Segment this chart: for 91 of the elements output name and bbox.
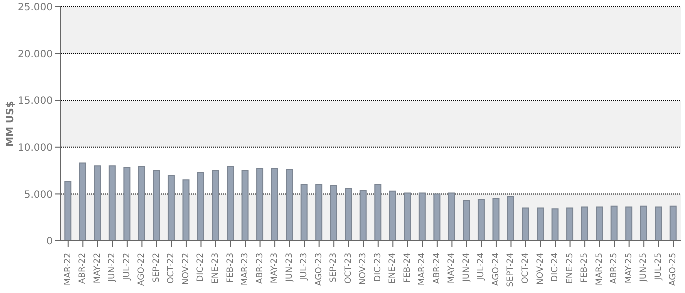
y-axis-title: MM US$ (6, 101, 17, 147)
bar (227, 166, 234, 241)
x-tick-label: SEPT-24 (506, 253, 516, 288)
x-tick-label: JUN-24 (462, 253, 472, 283)
x-tick-label: ENE-24 (388, 253, 398, 284)
y-tick-label: 10.000 (18, 142, 53, 154)
x-tick-label: DIC-22 (196, 253, 206, 282)
bar (670, 206, 677, 241)
bar (522, 208, 530, 241)
x-tick-label: JUL-24 (476, 253, 487, 282)
x-tick-label: MAY-24 (447, 253, 458, 284)
bar (418, 192, 426, 241)
bar (168, 174, 175, 241)
bar (345, 188, 352, 241)
bar (478, 199, 485, 241)
bar (124, 167, 131, 241)
x-tick-label: JUN-22 (108, 253, 118, 283)
bar (300, 184, 308, 241)
bar (316, 184, 323, 241)
bar (448, 192, 456, 241)
bar (212, 170, 220, 241)
bar (537, 208, 544, 241)
x-tick-label: JUL-23 (300, 253, 310, 282)
y-tick-label: 25.000 (18, 2, 53, 14)
x-tick-label: AGO-25 (668, 253, 679, 286)
x-tick-label: ABR-25 (610, 253, 620, 284)
bar (330, 185, 338, 241)
y-tick-label: 0 (46, 236, 53, 248)
bar (566, 208, 574, 241)
x-tick-label: DIC-23 (373, 253, 384, 282)
x-tick-label: AGO-24 (491, 253, 502, 286)
x-tick-label: DIC-24 (550, 253, 561, 282)
bar (655, 206, 662, 241)
bar (242, 170, 249, 241)
bar (94, 166, 102, 241)
bar (463, 200, 470, 241)
bar (64, 182, 72, 241)
x-tick-label: OCT-23 (344, 253, 354, 284)
bar (374, 184, 382, 241)
bar (79, 162, 86, 241)
bar (492, 198, 500, 241)
bar (610, 206, 618, 241)
bar (108, 166, 116, 241)
x-tick-label: JUN-23 (284, 253, 295, 283)
bar (389, 190, 396, 241)
x-tick-label: ABR-23 (255, 253, 266, 284)
x-tick-label: SEP-22 (152, 253, 162, 283)
x-tick-label: AGO-23 (314, 253, 324, 286)
bar (286, 169, 294, 241)
x-tick-label: MAR-25 (594, 253, 605, 286)
bar (640, 206, 648, 241)
x-tick-label: FEB-25 (580, 253, 590, 283)
x-tick-label: JUN-25 (639, 253, 650, 283)
bar (182, 180, 190, 241)
x-tick-label: NOV-22 (181, 253, 192, 286)
bar (552, 208, 559, 241)
x-tick-label: MAY-23 (270, 253, 280, 284)
x-tick-label: FEB-23 (226, 253, 236, 283)
x-tick-label: OCT-22 (166, 253, 177, 284)
x-tick-label: ABR-22 (78, 253, 88, 284)
bar (197, 172, 204, 241)
bar (434, 194, 441, 241)
bar (153, 170, 160, 241)
bar (507, 196, 514, 241)
x-tick-label: AGO-22 (137, 253, 148, 286)
x-tick-label: JUL-25 (654, 253, 664, 282)
x-tick-label: ENE-25 (565, 253, 576, 284)
x-tick-label: MAY-25 (624, 253, 634, 284)
bar (256, 168, 264, 241)
x-tick-label: FEB-24 (402, 253, 413, 283)
bar (271, 168, 278, 241)
y-tick-label: 20.000 (18, 49, 53, 60)
x-tick-label: MAR-22 (63, 253, 74, 286)
x-tick-label: SEP-23 (329, 253, 340, 283)
x-tick-label: NOV-23 (358, 253, 369, 286)
bar (581, 206, 588, 241)
bar (138, 166, 146, 241)
bar (626, 206, 633, 241)
x-tick-label: MAR-23 (240, 253, 251, 286)
x-tick-label: NOV-24 (536, 253, 546, 286)
y-tick-label: 15.000 (18, 96, 53, 108)
x-tick-label: JUL-22 (122, 253, 132, 282)
x-tick-label: MAY-22 (92, 253, 103, 284)
x-tick-label: OCT-24 (521, 253, 531, 284)
x-tick-label: ENE-23 (211, 253, 221, 284)
bar (596, 206, 604, 241)
x-tick-label: MAR-24 (418, 253, 428, 286)
bar (404, 192, 412, 241)
x-tick-label: ABR-24 (432, 253, 442, 284)
y-tick-label: 5.000 (24, 190, 53, 201)
bar (360, 190, 367, 241)
